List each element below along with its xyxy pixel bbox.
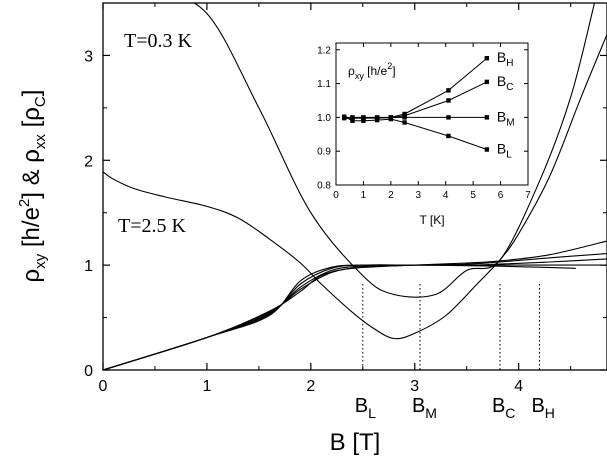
x-tick-label-1: 1 [202,378,211,395]
inset-point-L-2 [361,118,366,123]
inset-series-label-H: BH [497,49,514,69]
main-plot-frame [102,2,607,371]
inset-point-H-6 [446,88,451,93]
inset-x-tick-label-5: 5 [470,190,476,201]
inset-y-tick-label-4: 1.2 [317,45,331,56]
inset-point-M-5 [402,115,407,120]
y-tick-label-3: 3 [84,48,93,65]
main-curve-3 [103,253,607,370]
inset-series-label-C: BC [497,73,514,93]
inset-point-L-1 [350,118,355,123]
main-curve-1 [103,34,607,340]
inset-curves [342,56,490,152]
main-curve-5 [103,264,607,370]
inset-y-tick-label-3: 1.1 [317,79,331,90]
field-marker-labels: BL BM BC BH [355,395,555,421]
y-tick-label-0: 0 [84,363,93,380]
inset-x-tick-label-6: 6 [498,190,504,201]
annotation-low-temperature: T=0.3 K [124,30,192,52]
inset-series-label-L: BL [497,141,512,161]
inset-point-M-6 [446,115,451,120]
inset-y-tick-label-2: 1.0 [317,113,331,124]
field-marker-label-L: BL [355,395,376,421]
main-curves [103,3,607,370]
main-curve-0 [192,3,596,298]
inset-point-L-4 [388,116,394,122]
x-tick-label-0: 0 [99,378,108,395]
inset-point-L-5 [402,120,407,125]
inset-point-C-6 [446,98,451,103]
main-curve-6 [103,264,576,370]
field-marker-lines [362,284,540,370]
inset-x-tick-label-4: 4 [443,190,449,201]
inset-x-tick-label-3: 3 [416,190,422,201]
inset-plot-frame [335,42,529,186]
field-marker-label-C: BC [492,395,515,421]
inset-x-tick-label-1: 1 [361,190,367,201]
inset-point-H-7 [484,56,490,61]
inset-point-C-7 [484,79,490,85]
inset-y-tick-label-1: 0.9 [317,147,331,158]
annotation-high-temperature: T=2.5 K [118,215,186,237]
inset-y-tick-label-0: 0.8 [317,181,331,192]
inset-x-tick-label-0: 0 [333,190,339,201]
y-axis-title: ρxy [h/e2] & ρxx [ρC] [16,90,49,283]
inset-x-tick-label-2: 2 [388,190,394,201]
inset-series-labels: BH BC BM BL [497,49,515,160]
main-plot: 0 1 2 3 4 0 1 2 3 BL BM BC BH T=0.3 K T=2.5 K B [T]… [16,2,607,456]
inset-x-axis-title: T [K] [419,213,444,227]
y-tick-label-1: 1 [84,258,93,275]
inset-x-tick-label-7: 7 [525,190,531,201]
y-tick-label-2: 2 [84,153,93,170]
inset-point-L-7 [484,147,490,152]
x-axis-title: B [T] [330,429,381,456]
field-marker-label-M: BM [412,395,437,421]
inset-point-M-7 [484,115,490,120]
inset-point-M-3 [374,115,380,120]
inset-axis-ticks: 0 1 2 3 4 5 6 7 0.8 0.9 1.0 1.1 1.2 [317,43,531,201]
inset-point-L-0 [342,114,347,119]
inset-point-M-1 [350,115,355,120]
x-tick-label-4: 4 [514,378,523,395]
inset-point-L-6 [446,133,451,139]
x-tick-label-3: 3 [410,378,419,395]
inset-point-L-3 [374,117,380,123]
inset-series-label-M: BM [497,108,515,128]
inset-background [336,43,528,185]
main-curve-2 [103,240,607,370]
inset-point-M-2 [361,115,366,120]
x-tick-label-2: 2 [306,378,315,395]
field-marker-label-H: BH [531,395,554,421]
main-axis-ticks: 0 1 2 3 4 0 1 2 3 [84,3,607,395]
inset-plot: 0 1 2 3 4 5 6 7 0.8 0.9 1.0 1.1 1.2 BH BC BM BL ρxy [h/… [317,42,531,227]
inset-y-axis-title: ρxy [h/e2] [348,61,396,81]
